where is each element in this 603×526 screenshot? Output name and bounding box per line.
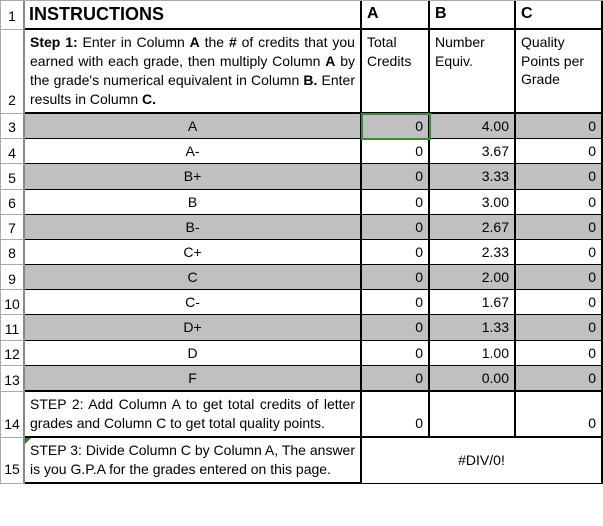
rownum-10[interactable]: 10 <box>1 290 25 315</box>
equiv-cell[interactable]: 1.67 <box>430 290 516 315</box>
equiv-cell[interactable]: 4.00 <box>430 114 516 139</box>
rownum-6[interactable]: 6 <box>1 190 25 215</box>
spreadsheet: 1 INSTRUCTIONS A B C 2 Step 1: Enter in … <box>0 0 603 484</box>
step1-text[interactable]: Step 1: Enter in Column A the # of credi… <box>25 30 362 114</box>
rownum-1[interactable]: 1 <box>1 1 25 30</box>
rownum-5[interactable]: 5 <box>1 164 25 189</box>
rownum-13[interactable]: 13 <box>1 366 25 392</box>
grade-label[interactable]: A <box>25 114 362 139</box>
equiv-cell[interactable]: 2.33 <box>430 240 516 265</box>
col-header-c[interactable]: C <box>516 1 603 30</box>
instructions-title[interactable]: INSTRUCTIONS <box>25 1 362 30</box>
credits-cell[interactable]: 0 <box>362 114 430 139</box>
points-cell[interactable]: 0 <box>516 265 603 290</box>
step2-total-c[interactable]: 0 <box>516 392 603 438</box>
rownum-3[interactable]: 3 <box>1 114 25 139</box>
equiv-cell[interactable]: 1.00 <box>430 341 516 366</box>
points-cell[interactable]: 0 <box>516 114 603 139</box>
grade-label[interactable]: D <box>25 341 362 366</box>
grade-label[interactable]: B <box>25 190 362 215</box>
points-cell[interactable]: 0 <box>516 315 603 340</box>
equiv-cell[interactable]: 3.00 <box>430 190 516 215</box>
rownum-7[interactable]: 7 <box>1 215 25 240</box>
equiv-cell[interactable]: 2.67 <box>430 215 516 240</box>
credits-cell[interactable]: 0 <box>362 341 430 366</box>
equiv-cell[interactable]: 1.33 <box>430 315 516 340</box>
subheader-a[interactable]: Total Credits <box>362 30 430 114</box>
step2-total-a[interactable]: 0 <box>362 392 430 438</box>
subheader-c[interactable]: Quality Points per Grade <box>516 30 603 114</box>
points-cell[interactable]: 0 <box>516 139 603 164</box>
credits-cell[interactable]: 0 <box>362 366 430 392</box>
rownum-2[interactable]: 2 <box>1 30 25 114</box>
grade-label[interactable]: F <box>25 366 362 392</box>
rownum-14[interactable]: 14 <box>1 392 25 438</box>
step1-label: Step 1: <box>30 34 78 50</box>
credits-cell[interactable]: 0 <box>362 164 430 189</box>
grade-label[interactable]: B- <box>25 215 362 240</box>
credits-cell[interactable]: 0 <box>362 290 430 315</box>
rownum-15[interactable]: 15 <box>1 438 25 484</box>
gpa-result[interactable]: #DIV/0! <box>362 438 603 484</box>
rownum-8[interactable]: 8 <box>1 240 25 265</box>
grade-label[interactable]: C <box>25 265 362 290</box>
points-cell[interactable]: 0 <box>516 190 603 215</box>
subheader-b[interactable]: Number Equiv. <box>430 30 516 114</box>
credits-cell[interactable]: 0 <box>362 240 430 265</box>
credits-cell[interactable]: 0 <box>362 315 430 340</box>
points-cell[interactable]: 0 <box>516 366 603 392</box>
equiv-cell[interactable]: 3.67 <box>430 139 516 164</box>
points-cell[interactable]: 0 <box>516 290 603 315</box>
equiv-cell[interactable]: 2.00 <box>430 265 516 290</box>
grade-label[interactable]: C+ <box>25 240 362 265</box>
points-cell[interactable]: 0 <box>516 215 603 240</box>
equiv-cell[interactable]: 0.00 <box>430 366 516 392</box>
step2-text[interactable]: STEP 2: Add Column A to get total credit… <box>25 392 362 438</box>
col-header-a[interactable]: A <box>362 1 430 30</box>
rownum-9[interactable]: 9 <box>1 265 25 290</box>
rownum-4[interactable]: 4 <box>1 139 25 164</box>
credits-cell[interactable]: 0 <box>362 215 430 240</box>
points-cell[interactable]: 0 <box>516 240 603 265</box>
equiv-cell[interactable]: 3.33 <box>430 164 516 189</box>
rownum-12[interactable]: 12 <box>1 341 25 366</box>
grade-label[interactable]: A- <box>25 139 362 164</box>
step3-text[interactable]: STEP 3: Divide Column C by Column A, The… <box>25 438 362 484</box>
points-cell[interactable]: 0 <box>516 164 603 189</box>
grade-label[interactable]: D+ <box>25 315 362 340</box>
grade-label[interactable]: C- <box>25 290 362 315</box>
credits-cell[interactable]: 0 <box>362 190 430 215</box>
col-header-b[interactable]: B <box>430 1 516 30</box>
grade-label[interactable]: B+ <box>25 164 362 189</box>
step2-b-empty[interactable] <box>430 392 516 438</box>
credits-cell[interactable]: 0 <box>362 139 430 164</box>
credits-cell[interactable]: 0 <box>362 265 430 290</box>
rownum-11[interactable]: 11 <box>1 315 25 340</box>
points-cell[interactable]: 0 <box>516 341 603 366</box>
